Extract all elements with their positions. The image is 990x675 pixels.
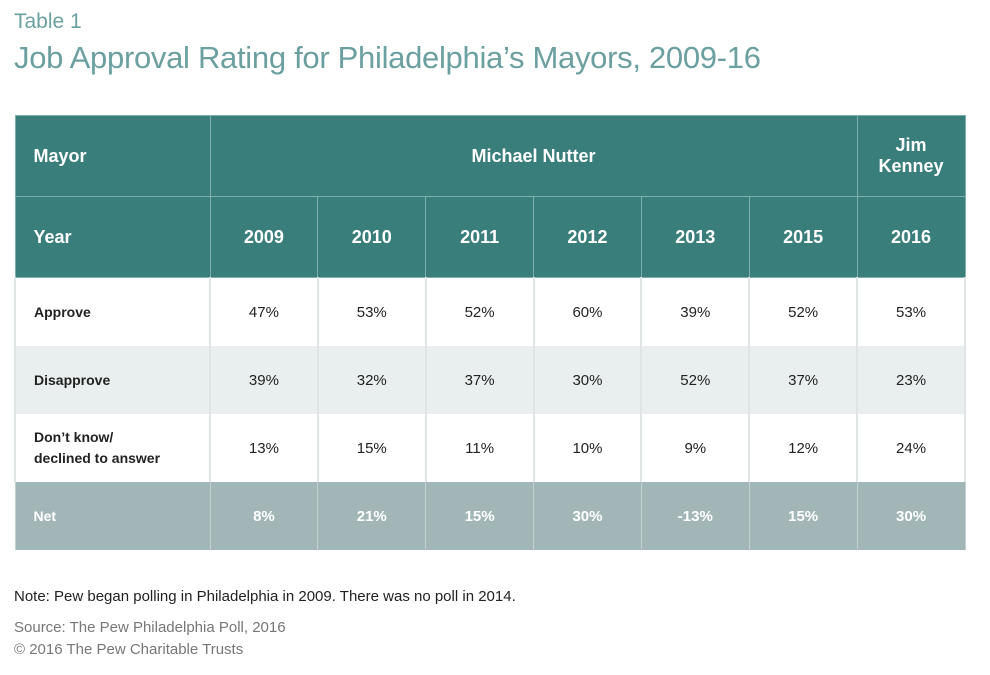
header-row: Year 2009 2010 2011 2012 2013 2015 2016 [14,196,966,278]
table-row: Approve 47% 53% 52% 60% 39% 52% 53% [14,277,966,346]
table-cell: 15% [425,482,535,550]
table-cell: 15% [316,414,427,482]
table-cell: 32% [316,346,427,414]
table-cell: 37% [748,346,859,414]
table-cell: 30% [856,482,966,550]
table-cell: 10% [532,414,643,482]
table-cell: 8% [209,482,319,550]
table-cell: 15% [748,482,858,550]
year: 2015 [748,196,858,278]
table-cell: 52% [640,346,751,414]
header-row: Mayor Michael Nutter Jim Kenney [14,115,966,197]
note: Note: Pew began polling in Philadelphia … [14,588,516,605]
year: 2013 [640,196,750,278]
table-row: Net 8% 21% 15% 30% -13% 15% 30% [14,482,966,550]
table-cell: 52% [424,277,535,346]
header-cell: Year [14,196,211,278]
table-cell: 30% [533,482,642,550]
year: 2012 [533,196,642,278]
table-cell: 53% [856,277,966,346]
table-cell: 53% [316,277,427,346]
table-cell: 39% [640,277,751,346]
year: 2011 [425,196,535,278]
row-label: Approve [14,277,211,346]
table-cell: 60% [532,277,643,346]
table-cell: 30% [532,346,643,414]
row-label: Net [14,482,211,550]
year: 2010 [317,196,427,278]
year: 2016 [856,196,966,278]
table-cell: -13% [640,482,750,550]
table-cell: 23% [856,346,966,414]
mayor-name: Jim Kenney [856,115,966,197]
table-cell: 37% [424,346,535,414]
table-title: Job Approval Rating for Philadelphia’s M… [14,40,761,75]
table-row: Don’t know/ declined to answer 13% 15% 11% 1… [14,414,966,482]
table-cell: 24% [856,414,966,482]
table-cell: 9% [640,414,751,482]
year: 2009 [209,196,319,278]
header-cell: Mayor [14,115,211,197]
source: Source: The Pew Philadelphia Poll, 2016 [14,619,286,636]
row-label: Don’t know/ declined to answer [14,414,211,482]
table-cell: 47% [209,277,319,346]
row-label: Disapprove [14,346,211,414]
table-cell: 13% [209,414,319,482]
table-cell: 39% [209,346,319,414]
table-cell: 21% [317,482,427,550]
table-cell: 52% [748,277,859,346]
copyright: © 2016 The Pew Charitable Trusts [14,641,244,658]
table-cell: 12% [748,414,859,482]
mayor-name: Michael Nutter [209,115,858,197]
table-cell: 11% [424,414,535,482]
table-label: Table 1 [14,10,82,33]
table-row: Disapprove 39% 32% 37% 30% 52% 37% 23% [14,346,966,414]
approval-table: Mayor Michael Nutter Jim Kenney Year 2009 201… [14,115,966,550]
